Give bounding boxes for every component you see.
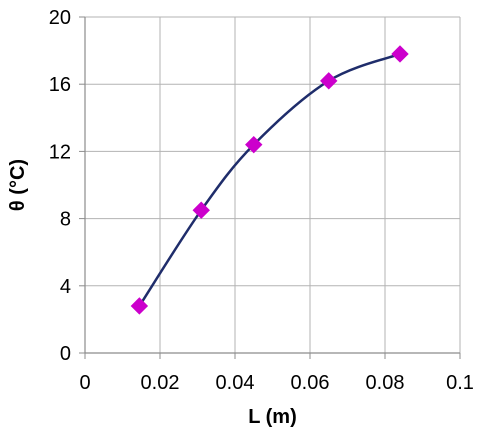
data-point-marker [245, 135, 263, 154]
x-tick-label: 0.06 [291, 372, 330, 394]
x-tick-label: 0.02 [141, 372, 180, 394]
x-tick-label: 0.1 [446, 372, 474, 394]
y-tick-label: 16 [49, 74, 71, 96]
x-axis-title: L (m) [248, 406, 297, 428]
series [130, 45, 409, 315]
grid [85, 16, 461, 353]
y-axis-title: θ (°C) [7, 159, 29, 211]
data-point-marker [192, 201, 210, 219]
y-tick-label: 0 [60, 343, 71, 365]
y-tick-label: 4 [60, 276, 71, 298]
y-tick-label: 20 [49, 7, 71, 29]
x-tick-label: 0 [79, 372, 90, 394]
x-tick-label: 0.04 [216, 372, 255, 394]
y-tick-label: 8 [60, 209, 71, 231]
data-point-marker [320, 72, 338, 90]
axes [79, 16, 461, 359]
data-point-marker [391, 45, 409, 63]
y-tick-label: 12 [49, 141, 71, 163]
y-tick-labels: 0 4 8 12 16 20 [49, 7, 71, 365]
data-point-marker [130, 297, 149, 315]
series-line [138, 52, 401, 307]
x-tick-label: 0.08 [366, 372, 405, 394]
x-tick-labels: 0 0.02 0.04 0.06 0.08 0.1 [79, 372, 473, 394]
